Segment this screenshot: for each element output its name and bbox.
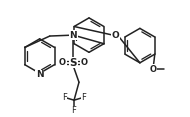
Text: O: O (81, 58, 88, 67)
Text: F: F (62, 93, 67, 102)
Text: N: N (70, 31, 77, 40)
Text: O: O (150, 65, 157, 74)
Text: O: O (111, 31, 119, 40)
Text: S: S (70, 58, 77, 68)
Text: F: F (72, 106, 77, 115)
Text: O: O (59, 58, 66, 67)
Text: N: N (36, 70, 44, 79)
Text: F: F (81, 93, 86, 102)
